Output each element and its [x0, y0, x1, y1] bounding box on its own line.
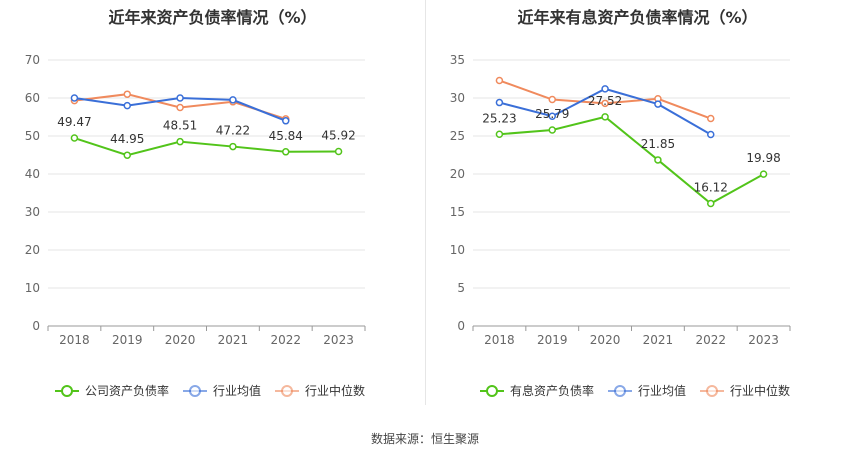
legend-marker [61, 385, 73, 397]
data-point [229, 142, 237, 151]
y-tick-label: 35 [450, 53, 465, 67]
data-point [123, 90, 131, 98]
data-point [495, 76, 504, 85]
data-point [707, 199, 715, 208]
y-tick-label: 0 [457, 319, 465, 333]
data-point [759, 170, 768, 178]
data-label: 45.84 [269, 129, 303, 143]
x-tick-label: 2022 [695, 333, 726, 347]
data-label: 47.22 [216, 124, 250, 138]
data-label: 16.12 [694, 180, 728, 194]
data-point [707, 114, 715, 123]
data-point [334, 147, 343, 156]
chart-svg-interest-debt-ratio: 0 5 10 15 20 25 30 35 2018 2019 2020 2021 2022 2023 25… [450, 53, 791, 398]
y-tick-label: 30 [450, 91, 465, 105]
legend-label: 行业均值 [213, 383, 261, 398]
y-tick-label: 60 [25, 91, 40, 105]
x-tick-label: 2019 [537, 333, 568, 347]
data-point [176, 94, 184, 102]
x-tick-label: 2023 [748, 333, 779, 347]
x-tick-label: 2023 [323, 333, 354, 347]
legend-label: 有息资产负债率 [510, 383, 594, 398]
y-tick-label: 5 [457, 281, 465, 295]
x-tick-label: 2019 [112, 333, 143, 347]
y-tick-label: 15 [450, 205, 465, 219]
x-tick-label: 2021 [643, 333, 674, 347]
x-tick-label: 2018 [484, 333, 515, 347]
data-point [70, 94, 79, 102]
data-point [548, 95, 556, 104]
legend-marker [706, 385, 718, 397]
legend-label: 行业均值 [638, 383, 686, 398]
legend-marker [614, 385, 626, 397]
legend-marker [189, 385, 201, 397]
data-point [495, 130, 504, 139]
data-label: 19.98 [746, 151, 780, 165]
chart-title: 近年来资产负债率情况（%） [108, 8, 317, 27]
data-point [229, 96, 237, 104]
data-label: 48.51 [163, 119, 197, 133]
y-tick-label: 10 [25, 281, 40, 295]
data-label: 45.92 [321, 129, 355, 143]
data-point [176, 137, 184, 146]
chart-panel-interest-debt-ratio: 近年来有息资产负债率情况（%） 0 5 10 15 20 25 30 35 2018 2019 20… [425, 0, 850, 420]
data-label: 44.95 [110, 132, 144, 146]
data-point [601, 99, 609, 108]
data-point [282, 117, 290, 125]
data-point [654, 100, 662, 108]
y-tick-label: 0 [32, 319, 40, 333]
x-tick-label: 2020 [590, 333, 621, 347]
data-point [548, 112, 556, 120]
data-label: 21.85 [641, 137, 675, 151]
data-point [495, 98, 504, 107]
legend-label: 行业中位数 [305, 383, 365, 398]
data-point [70, 134, 79, 142]
y-tick-label: 20 [25, 243, 40, 257]
source-note: 数据来源：恒生聚源 [370, 432, 479, 446]
data-point [176, 103, 184, 112]
data-point [548, 126, 556, 134]
legend-label: 公司资产负债率 [85, 383, 169, 398]
series-line [499, 115, 765, 205]
data-label: 49.47 [57, 115, 91, 129]
y-tick-label: 70 [25, 53, 40, 67]
data-point [601, 113, 609, 121]
data-label: 25.23 [482, 111, 516, 125]
data-point [654, 156, 662, 164]
data-point [601, 85, 609, 93]
data-point [123, 101, 131, 110]
legend-marker [486, 385, 498, 397]
legend-marker [281, 385, 293, 397]
series-line [74, 137, 339, 157]
legend-label: 行业中位数 [730, 383, 790, 398]
chart-svg-debt-ratio: 0 10 20 30 40 50 60 70 2018 2019 2020 2021 2022 2023 4… [25, 53, 366, 398]
y-tick-label: 10 [450, 243, 465, 257]
data-point [282, 148, 290, 156]
chart-title: 近年来有息资产负债率情况（%） [517, 8, 758, 27]
y-tick-label: 50 [25, 129, 40, 143]
y-tick-label: 40 [25, 167, 40, 181]
chart-panel-debt-ratio: 近年来资产负债率情况（%） 0 10 20 30 40 50 60 70 2018 2019 202… [0, 0, 425, 420]
x-tick-label: 2022 [270, 333, 301, 347]
y-tick-label: 30 [25, 205, 40, 219]
data-point [123, 151, 131, 159]
y-tick-label: 20 [450, 167, 465, 181]
x-tick-label: 2020 [165, 333, 196, 347]
y-tick-label: 25 [450, 129, 465, 143]
x-tick-label: 2021 [218, 333, 249, 347]
data-point [707, 130, 715, 139]
data-label: 27.52 [588, 94, 622, 108]
x-tick-label: 2018 [59, 333, 90, 347]
data-label: 25.79 [535, 107, 569, 121]
panel-divider [425, 0, 426, 405]
